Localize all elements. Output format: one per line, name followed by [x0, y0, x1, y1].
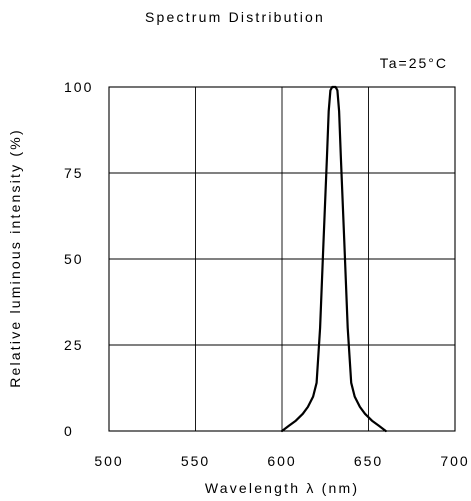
y-axis-label: Relative luminous intensity (%) — [7, 128, 23, 388]
y-tick-label: 25 — [64, 337, 84, 353]
y-tick-label: 75 — [64, 165, 84, 181]
x-tick-label: 550 — [181, 453, 210, 469]
x-axis-label: Wavelength λ (nm) — [205, 480, 359, 496]
temperature-annotation: Ta=25°C — [380, 55, 448, 71]
x-tick-label: 650 — [354, 453, 383, 469]
y-tick-label: 50 — [64, 251, 84, 267]
x-tick-label: 500 — [94, 453, 123, 469]
y-tick-label: 100 — [64, 79, 93, 95]
chart-title: Spectrum Distribution — [145, 9, 325, 25]
plot-area: 500 550 600 650 700 0 25 50 75 100 — [64, 79, 469, 469]
x-tick-label: 600 — [267, 453, 296, 469]
spectrum-curve — [280, 85, 387, 433]
y-tick-label: 0 — [64, 423, 74, 439]
x-tick-label: 700 — [440, 453, 469, 469]
